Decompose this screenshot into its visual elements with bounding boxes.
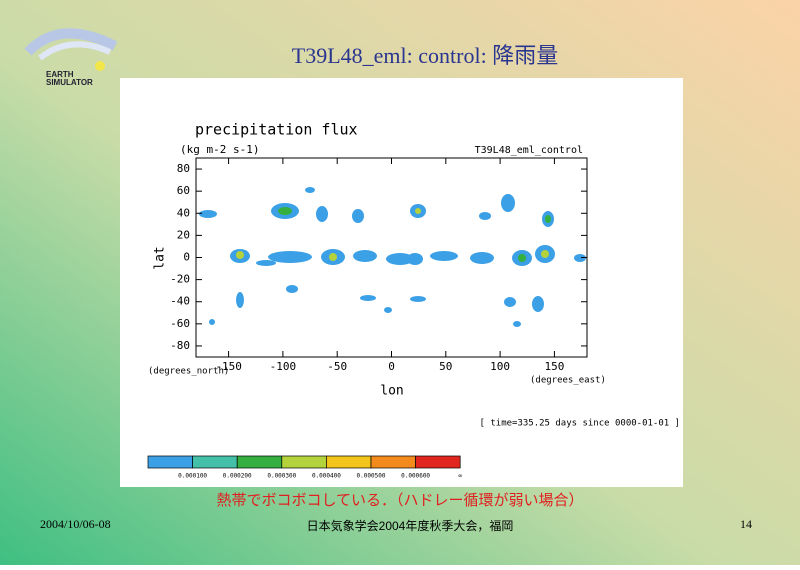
colorbar-cell — [326, 455, 372, 469]
y-tick-label: 60 — [177, 184, 190, 197]
colorbar-label: 0.000400 — [312, 473, 341, 480]
x-tick-label: -50 — [327, 360, 347, 373]
colorbar-label: 0.000200 — [223, 473, 252, 480]
slide-title: T39L48_eml: control: 降雨量 — [292, 43, 558, 68]
colorbar-label: ∞ — [458, 473, 462, 480]
date: 2004/10/06-08 — [40, 517, 111, 531]
x-tick-label: 150 — [544, 360, 564, 373]
run-name: T39L48_eml_control — [475, 145, 583, 156]
y-tick-label: -80 — [170, 339, 190, 352]
colorbar-cell — [192, 455, 238, 469]
logo-text: EARTH — [46, 70, 74, 79]
x-tick-label: 50 — [439, 360, 452, 373]
x-axis-label: lon — [380, 384, 403, 399]
meeting: 日本気象学会2004年度秋季大会，福岡 — [307, 518, 514, 533]
colorbar-cell — [281, 455, 327, 469]
units: (kg m-2 s-1) — [180, 143, 259, 156]
y-tick-label: 80 — [177, 162, 190, 175]
colorbar-label: 0.000500 — [357, 473, 386, 480]
colorbar-label: 0.000600 — [401, 473, 430, 480]
colorbar-cell — [370, 455, 416, 469]
y-axis-label: lat — [153, 246, 168, 269]
x-tick-label: 0 — [388, 360, 395, 373]
y-tick-label: -20 — [170, 273, 190, 286]
logo: EARTH SIMULATOR — [24, 28, 118, 87]
colorbar-label: 0.000300 — [267, 473, 296, 480]
page-number: 14 — [740, 517, 752, 531]
x-unit: (degrees_east) — [530, 376, 606, 386]
colorbar-cell — [236, 455, 283, 469]
plot-title: precipitation flux — [195, 121, 358, 139]
time-note: [ time=335.25 days since 0000-01-01 ] — [480, 419, 680, 429]
y-tick-label: 0 — [183, 251, 190, 264]
y-unit: (degrees_north) — [148, 367, 229, 377]
x-tick-label: 100 — [490, 360, 510, 373]
x-tick-label: -100 — [270, 360, 297, 373]
y-tick-label: -60 — [170, 317, 190, 330]
caption: 熱帯でボコボコしている．（ハドレー循環が弱い場合） — [216, 492, 583, 509]
x-tick-label: -150 — [215, 360, 242, 373]
y-tick-label: 40 — [177, 206, 190, 219]
y-tick-label: -40 — [170, 295, 190, 308]
figure-panel — [120, 78, 683, 487]
colorbar-cell — [415, 455, 461, 469]
logo-text: SIMULATOR — [46, 78, 93, 87]
colorbar-cell — [147, 455, 193, 469]
colorbar-label: 0.000100 — [178, 473, 207, 480]
contours — [199, 187, 586, 327]
y-tick-label: 20 — [177, 228, 190, 241]
plot: precipitation flux (kg m-2 s-1) T39L48_e… — [148, 121, 680, 429]
